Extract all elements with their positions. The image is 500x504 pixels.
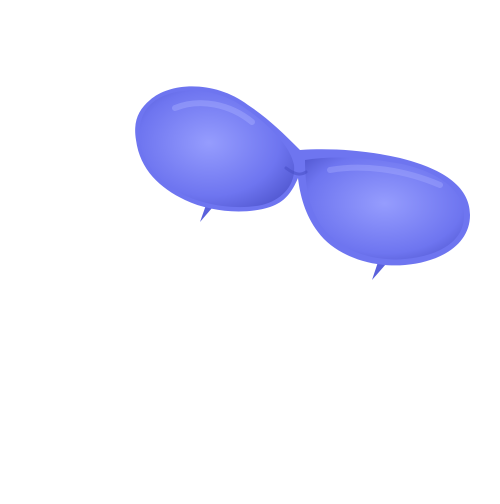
left-temple-tip — [200, 205, 212, 222]
bridge — [284, 166, 308, 176]
left-lens-highlight — [172, 100, 255, 125]
right-temple-tip — [372, 262, 386, 280]
right-lens — [305, 157, 464, 260]
right-lens-highlight — [327, 164, 443, 188]
left-lens — [139, 90, 295, 208]
